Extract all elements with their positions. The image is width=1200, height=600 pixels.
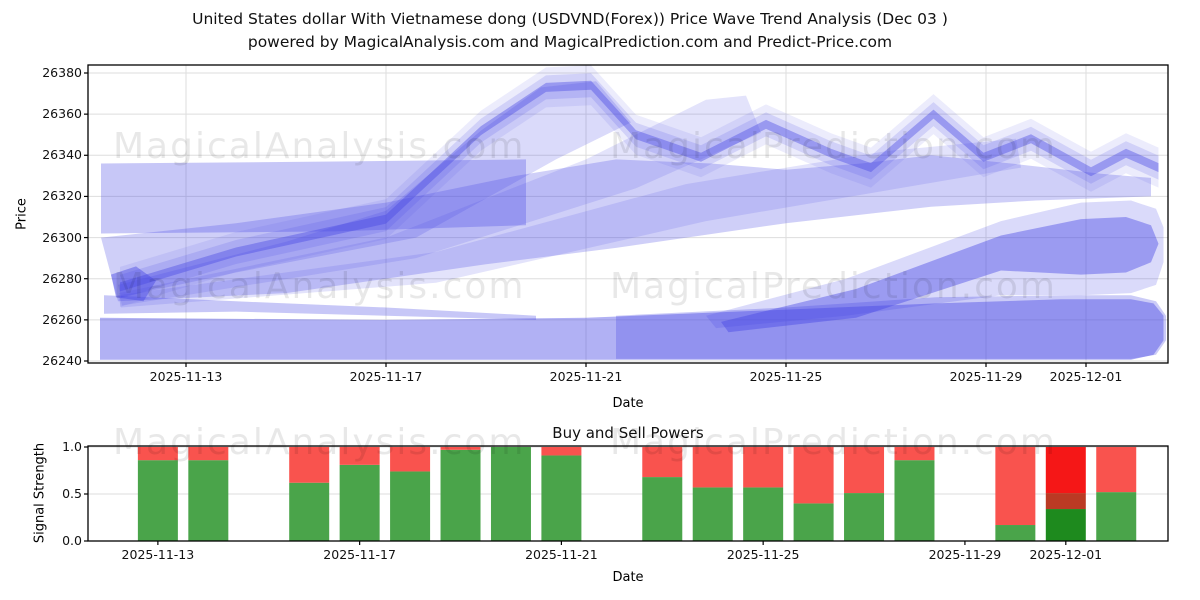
- signal-xtick-label: 2025-11-25: [726, 547, 800, 562]
- price-xtick-label: 2025-12-01: [1049, 369, 1123, 384]
- signal-bar-buy: [793, 503, 834, 541]
- price-band-fan-low: [118, 138, 1021, 308]
- price-band-mid-broad: [101, 155, 1151, 302]
- signal-bar-sell: [894, 447, 935, 461]
- signal-ytick-label: 0.0: [62, 533, 82, 548]
- signal-bar-buy: [490, 447, 531, 541]
- signal-bar-buy: [642, 477, 683, 541]
- signal-xtick-label: 2025-11-17: [323, 547, 396, 562]
- signal-bar-buy: [339, 464, 380, 541]
- price-xaxis-label: Date: [612, 396, 644, 411]
- signal-bar-buy: [844, 493, 885, 541]
- price-ribbon-trend-halo-soft: [120, 65, 1159, 307]
- price-plot-border: [87, 64, 1169, 364]
- price-ytick-label: 26280: [42, 270, 82, 286]
- watermark-text: MagicalPrediction.com: [610, 126, 1057, 167]
- price-xtick-label: 2025-11-13: [149, 369, 223, 384]
- price-ytick-label: 26360: [42, 106, 82, 122]
- signal-bar-buy: [692, 487, 733, 541]
- signal-bar-buy: [188, 460, 229, 541]
- signal-bar-buy: [743, 487, 784, 541]
- price-xtick-label: 2025-11-21: [549, 369, 623, 384]
- price-ytick-label: 26260: [42, 311, 82, 327]
- signal-bar-sell: [692, 447, 733, 488]
- signal-bar-overlap-segment: [1045, 447, 1086, 494]
- signal-bar-overlap-segment: [1045, 509, 1086, 541]
- signal-bar-buy: [541, 455, 582, 541]
- watermark-text: MagicalAnalysis.com: [113, 422, 526, 463]
- price-xtick-label: 2025-11-25: [749, 369, 823, 384]
- signal-bar-sell: [440, 447, 481, 450]
- signal-xtick-label: 2025-11-21: [525, 547, 598, 562]
- price-ytick-label: 26300: [42, 229, 82, 245]
- price-xtick-label: 2025-11-29: [949, 369, 1023, 384]
- signal-bar-sell: [541, 447, 582, 456]
- price-band-left-knot: [111, 266, 156, 302]
- signal-chart-title: Buy and Sell Powers: [552, 424, 704, 442]
- price-band-lower-capsule: [616, 295, 1166, 359]
- signal-bar-buy: [1096, 492, 1137, 541]
- watermark-text: MagicalPrediction.com: [610, 422, 1057, 463]
- figure-title: United States dollar With Vietnamese don…: [0, 8, 1140, 54]
- price-ytick-label: 26240: [42, 353, 82, 368]
- signal-bar-buy: [995, 525, 1036, 541]
- price-ytick-label: 26340: [42, 147, 82, 163]
- watermark-text: MagicalPrediction.com: [610, 266, 1057, 307]
- signal-bar-sell: [743, 447, 784, 488]
- signal-xtick-label: 2025-11-13: [121, 547, 195, 562]
- price-band-bottom-band: [100, 299, 1164, 360]
- signal-ytick-label: 0.5: [62, 486, 82, 501]
- price-band-left-slab: [101, 159, 526, 234]
- price-xtick-label: 2025-11-17: [349, 369, 423, 384]
- price-band-fan-mid: [119, 95, 761, 306]
- price-band-dark-capsule: [721, 217, 1159, 333]
- price-band-fan-peak: [118, 81, 631, 298]
- signal-bar-sell: [137, 447, 178, 461]
- signal-bar-buy: [440, 449, 481, 541]
- signal-bar-sell: [642, 447, 683, 478]
- price-band-capsule-halo: [706, 200, 1164, 329]
- signal-xtick-label: 2025-11-29: [928, 547, 1002, 562]
- signal-ytick-label: 1.0: [62, 439, 82, 454]
- signal-xaxis-label: Date: [612, 570, 644, 585]
- watermark-text: MagicalAnalysis.com: [113, 266, 526, 307]
- price-band-sliver: [104, 295, 536, 320]
- signal-xtick-label: 2025-12-01: [1029, 547, 1103, 562]
- signal-bar-sell: [188, 447, 229, 461]
- watermark-text: MagicalAnalysis.com: [113, 126, 526, 167]
- signal-bar-sell: [289, 447, 330, 483]
- signal-bar-buy: [289, 482, 330, 541]
- signal-bar-buy: [137, 460, 178, 541]
- signal-bar-overlap-segment: [1045, 493, 1086, 510]
- price-ytick-label: 26320: [42, 188, 82, 204]
- figure-title-line1: United States dollar With Vietnamese don…: [192, 10, 948, 28]
- signal-bar-sell: [995, 447, 1036, 526]
- signal-bar-sell: [390, 447, 431, 472]
- figure-title-line2: powered by MagicalAnalysis.com and Magic…: [247, 33, 893, 51]
- price-ytick-label: 26380: [42, 65, 82, 80]
- signal-bar-sell: [1096, 447, 1137, 493]
- signal-bar-sell: [339, 447, 380, 465]
- signal-bar-sell: [793, 447, 834, 504]
- signal-bar-sell: [844, 447, 885, 494]
- signal-bar-buy: [390, 471, 431, 541]
- signal-bar-buy: [894, 460, 935, 541]
